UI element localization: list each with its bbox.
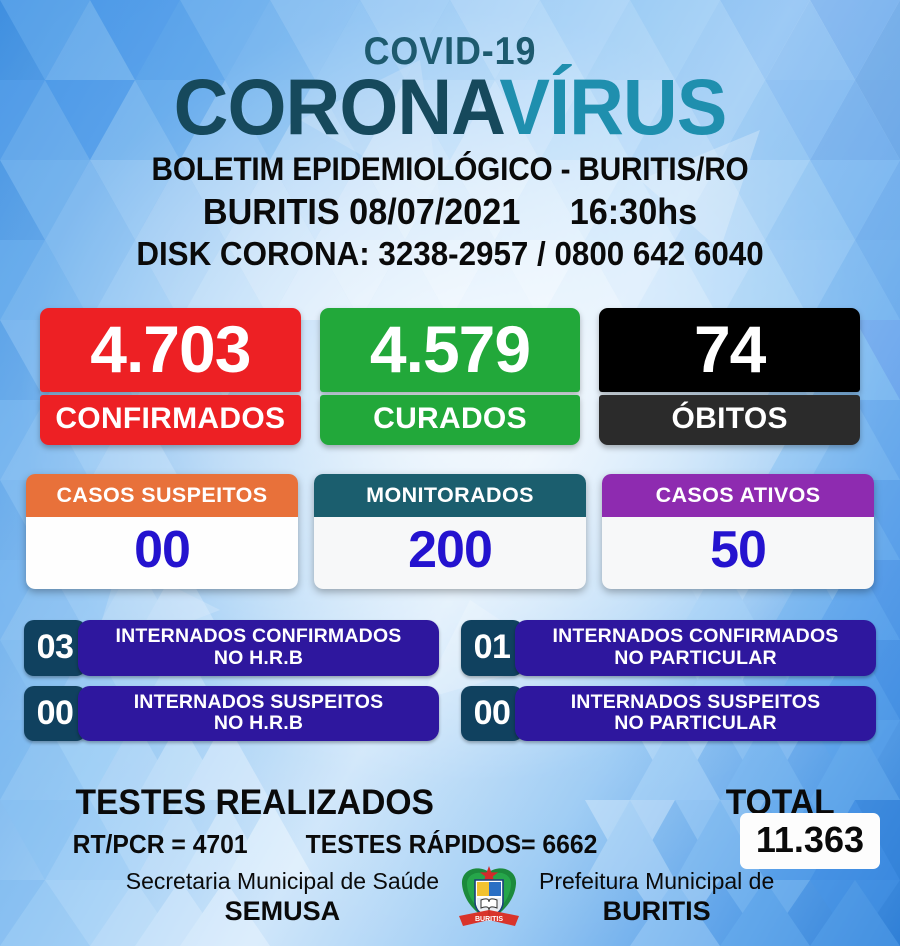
semusa-top-label: Secretaria Municipal de Saúde xyxy=(125,867,439,894)
hospitalized-row: 00 INTERNADOS SUSPEITOS NO H.R.B xyxy=(24,685,439,742)
poster-header: COVID-19 CORONAVÍRUS BOLETIM EPIDEMIOLÓG… xyxy=(0,30,900,273)
hospitalized-row: 03 INTERNADOS CONFIRMADOS NO H.R.B xyxy=(24,620,439,676)
stat-card-casos-ativos: CASOS ATIVOS 50 xyxy=(602,474,874,589)
hospitalized-row: 01 INTERNADOS CONFIRMADOS NO PARTICULAR xyxy=(461,620,876,676)
secondary-stats-row: CASOS SUSPEITOS 00 MONITORADOS 200 CASOS… xyxy=(26,474,874,589)
buritis-coat-of-arms-icon: BURITIS xyxy=(455,862,523,932)
page-title: CORONAVÍRUS xyxy=(18,67,882,146)
tests-rapid-value: TESTES RÁPIDOS= 6662 xyxy=(305,829,598,859)
poster-footer: Secretaria Municipal de Saúde SEMUSA xyxy=(0,862,900,932)
label-line-1: INTERNADOS CONFIRMADOS xyxy=(552,625,839,647)
internados-suspeitos-hrb-count: 00 xyxy=(24,685,86,742)
internados-confirmados-hrb-count: 03 xyxy=(24,620,86,676)
tests-title: TESTES REALIZADOS xyxy=(75,783,434,822)
monitorados-value: 200 xyxy=(314,517,586,589)
tests-pcr-value: RT/PCR = 4701 xyxy=(72,829,248,859)
stat-card-confirmados: 4.703 CONFIRMADOS xyxy=(40,308,301,445)
obitos-label: ÓBITOS xyxy=(599,395,861,445)
casos-suspeitos-label: CASOS SUSPEITOS xyxy=(26,474,298,517)
confirmados-label: CONFIRMADOS xyxy=(40,395,301,445)
internados-suspeitos-particular-count: 00 xyxy=(461,685,523,742)
hotline-line: DISK CORONA: 3238-2957 / 0800 642 6040 xyxy=(136,235,764,273)
casos-ativos-value: 50 xyxy=(602,517,874,589)
stat-card-curados: 4.579 CURADOS xyxy=(319,308,581,445)
hospitalized-grid: 03 INTERNADOS CONFIRMADOS NO H.R.B 01 INT… xyxy=(24,620,876,742)
internados-confirmados-particular-count: 01 xyxy=(461,620,523,676)
title-virus: VÍRUS xyxy=(499,62,727,151)
internados-confirmados-particular-label: INTERNADOS CONFIRMADOS NO PARTICULAR xyxy=(515,620,876,676)
curados-label: CURADOS xyxy=(319,395,581,445)
prefeitura-block: Prefeitura Municipal de BURITIS xyxy=(539,868,774,927)
label-line-2: NO PARTICULAR xyxy=(614,646,777,669)
tests-section: TESTES REALIZADOS TOTAL RT/PCR = 4701 TE… xyxy=(0,783,900,869)
casos-ativos-label: CASOS ATIVOS xyxy=(602,474,874,517)
label-line-1: INTERNADOS SUSPEITOS xyxy=(133,690,384,713)
title-corona: CORONA xyxy=(173,62,501,151)
obitos-value: 74 xyxy=(599,308,861,392)
stat-card-obitos: 74 ÓBITOS xyxy=(599,308,861,445)
monitorados-label: MONITORADOS xyxy=(314,474,586,517)
confirmados-value: 4.703 xyxy=(40,308,301,392)
svg-text:BURITIS: BURITIS xyxy=(475,916,503,923)
main-stats-row: 4.703 CONFIRMADOS 4.579 CURADOS 74 ÓBITO… xyxy=(40,308,861,445)
label-line-1: INTERNADOS CONFIRMADOS xyxy=(115,625,402,647)
bulletin-subtitle: BOLETIM EPIDEMIOLÓGICO - BURITIS/RO xyxy=(151,151,749,188)
label-line-2: NO PARTICULAR xyxy=(614,712,777,735)
prefeitura-top-label: Prefeitura Municipal de xyxy=(539,867,775,894)
covid-19-label: COVID-19 xyxy=(363,30,537,73)
stat-card-casos-suspeitos: CASOS SUSPEITOS 00 xyxy=(26,474,298,589)
label-line-2: NO H.R.B xyxy=(213,646,304,669)
report-time: 16:30hs xyxy=(569,191,698,233)
curados-value: 4.579 xyxy=(319,308,581,392)
internados-suspeitos-particular-label: INTERNADOS SUSPEITOS NO PARTICULAR xyxy=(515,685,876,742)
hospitalized-row: 00 INTERNADOS SUSPEITOS NO PARTICULAR xyxy=(461,685,876,742)
semusa-block: Secretaria Municipal de Saúde SEMUSA xyxy=(126,868,439,927)
prefeitura-city: BURITIS xyxy=(602,895,711,926)
date-time-line: BURITIS 08/07/2021 16:30hs xyxy=(23,191,878,233)
casos-suspeitos-value: 00 xyxy=(26,517,298,589)
tests-total-value: 11.363 xyxy=(739,813,880,869)
stat-card-monitorados: MONITORADOS 200 xyxy=(314,474,586,589)
label-line-1: INTERNADOS SUSPEITOS xyxy=(570,690,821,713)
label-line-2: NO H.R.B xyxy=(213,712,304,735)
internados-suspeitos-hrb-label: INTERNADOS SUSPEITOS NO H.R.B xyxy=(78,685,439,742)
city-date: BURITIS 08/07/2021 xyxy=(202,191,521,233)
internados-confirmados-hrb-label: INTERNADOS CONFIRMADOS NO H.R.B xyxy=(78,620,439,676)
semusa-acronym: SEMUSA xyxy=(224,895,341,926)
